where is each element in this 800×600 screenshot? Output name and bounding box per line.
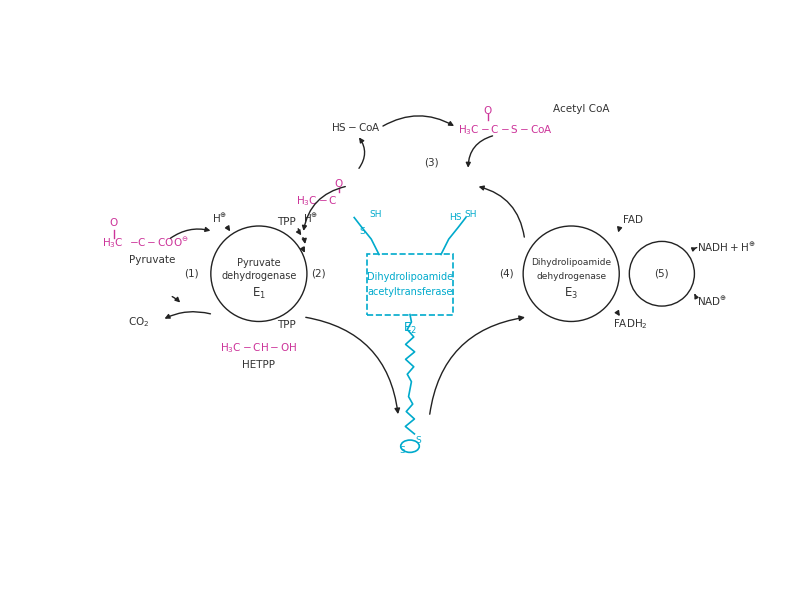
Text: Acetyl CoA: Acetyl CoA — [554, 104, 610, 114]
Text: $\mathsf{HS-CoA}$: $\mathsf{HS-CoA}$ — [331, 121, 381, 133]
Text: S: S — [399, 446, 405, 455]
Text: $\mathsf{H_3C-CH-OH}$: $\mathsf{H_3C-CH-OH}$ — [220, 341, 298, 355]
Text: $\mathsf{E_3}$: $\mathsf{E_3}$ — [564, 286, 578, 301]
Text: TPP: TPP — [277, 320, 295, 329]
Text: $\mathsf{E_2}$: $\mathsf{E_2}$ — [403, 321, 417, 336]
Text: (3): (3) — [424, 158, 439, 168]
Text: TPP: TPP — [277, 217, 295, 227]
Text: $\mathsf{NAD^{\oplus}}$: $\mathsf{NAD^{\oplus}}$ — [697, 295, 727, 308]
Text: $\mathsf{CO_2}$: $\mathsf{CO_2}$ — [128, 316, 150, 329]
Text: $\mathsf{H^{\oplus}}$: $\mathsf{H^{\oplus}}$ — [213, 212, 228, 225]
Text: S: S — [359, 227, 365, 236]
Text: $\mathsf{E_1}$: $\mathsf{E_1}$ — [252, 286, 266, 301]
Text: acetyltransferase: acetyltransferase — [367, 287, 453, 297]
Text: (1): (1) — [184, 269, 198, 279]
Text: dehydrogenase: dehydrogenase — [536, 272, 606, 281]
Text: Pyruvate: Pyruvate — [130, 255, 176, 265]
Text: dehydrogenase: dehydrogenase — [221, 271, 297, 281]
Text: $\mathsf{H^{\oplus}}$: $\mathsf{H^{\oplus}}$ — [303, 212, 318, 225]
Text: $\mathsf{H_3C-C-S-CoA}$: $\mathsf{H_3C-C-S-CoA}$ — [458, 123, 553, 137]
Text: $\mathsf{H_3C}$: $\mathsf{H_3C}$ — [102, 236, 123, 250]
Text: HETPP: HETPP — [242, 359, 275, 370]
Text: $\mathsf{FADH_2}$: $\mathsf{FADH_2}$ — [613, 317, 648, 331]
Text: FAD: FAD — [623, 215, 643, 225]
Text: SH: SH — [369, 210, 382, 219]
Text: (4): (4) — [499, 269, 514, 279]
Text: $\mathsf{H_3C-C}$: $\mathsf{H_3C-C}$ — [296, 194, 338, 208]
Text: SH: SH — [464, 210, 477, 219]
Text: O: O — [483, 106, 492, 115]
Text: HS: HS — [449, 213, 461, 222]
Text: Dihydrolipoamide: Dihydrolipoamide — [367, 272, 453, 282]
Text: Dihydrolipoamide: Dihydrolipoamide — [531, 259, 611, 268]
Text: S: S — [415, 436, 421, 445]
Text: Pyruvate: Pyruvate — [237, 258, 281, 268]
Text: $\mathsf{-C-COO^{\ominus}}$: $\mathsf{-C-COO^{\ominus}}$ — [130, 236, 189, 250]
Text: (5): (5) — [654, 269, 669, 279]
Text: O: O — [110, 218, 118, 229]
Text: O: O — [334, 179, 343, 190]
Text: $\mathsf{NADH + H^{\oplus}}$: $\mathsf{NADH + H^{\oplus}}$ — [697, 241, 755, 254]
Text: (2): (2) — [311, 269, 326, 279]
